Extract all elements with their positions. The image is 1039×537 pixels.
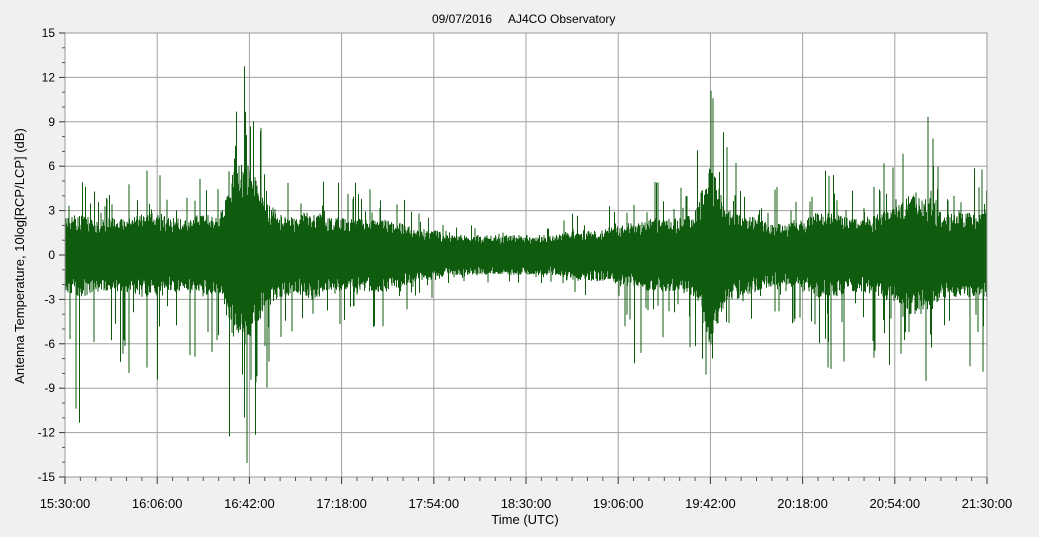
y-tick-label: -9 xyxy=(44,381,55,395)
x-tick-label: 17:18:00 xyxy=(316,496,367,511)
x-tick-label: 20:18:00 xyxy=(777,496,828,511)
y-tick-label: 0 xyxy=(48,248,55,262)
x-tick-label: 21:30:00 xyxy=(962,496,1013,511)
y-tick-label: 9 xyxy=(48,115,55,129)
y-axis: 15 12 9 6 3 0 -3 -6 -9 -12 -15 xyxy=(38,26,65,484)
x-tick-label: 16:06:00 xyxy=(132,496,183,511)
x-tick-label: 15:30:00 xyxy=(40,496,91,511)
signal-trace xyxy=(65,66,987,463)
y-tick-label: -12 xyxy=(38,426,56,440)
x-tick-label: 20:54:00 xyxy=(869,496,920,511)
x-axis-label: Time (UTC) xyxy=(491,512,558,527)
x-tick-label: 18:30:00 xyxy=(501,496,552,511)
y-tick-label: 12 xyxy=(42,70,56,84)
x-tick-label: 19:42:00 xyxy=(685,496,736,511)
signal-series xyxy=(65,66,987,463)
y-tick-label: 6 xyxy=(48,159,55,173)
y-tick-label: 3 xyxy=(48,204,55,218)
chart-title-date: 09/07/2016 xyxy=(432,12,492,26)
x-tick-label: 17:54:00 xyxy=(408,496,459,511)
chart-title-observatory: AJ4CO Observatory xyxy=(508,12,615,26)
y-axis-label: Antenna Temperature, 10log[RCP/LCP] (dB) xyxy=(12,128,27,384)
x-tick-label: 16:42:00 xyxy=(224,496,275,511)
y-tick-label: -3 xyxy=(44,292,55,306)
x-axis: 15:30:00 16:06:00 16:42:00 17:18:00 17:54:00… xyxy=(40,477,1013,511)
x-tick-label: 19:06:00 xyxy=(593,496,644,511)
y-tick-label: 15 xyxy=(42,26,56,40)
y-tick-label: -15 xyxy=(38,470,56,484)
y-tick-label: -6 xyxy=(44,337,55,351)
